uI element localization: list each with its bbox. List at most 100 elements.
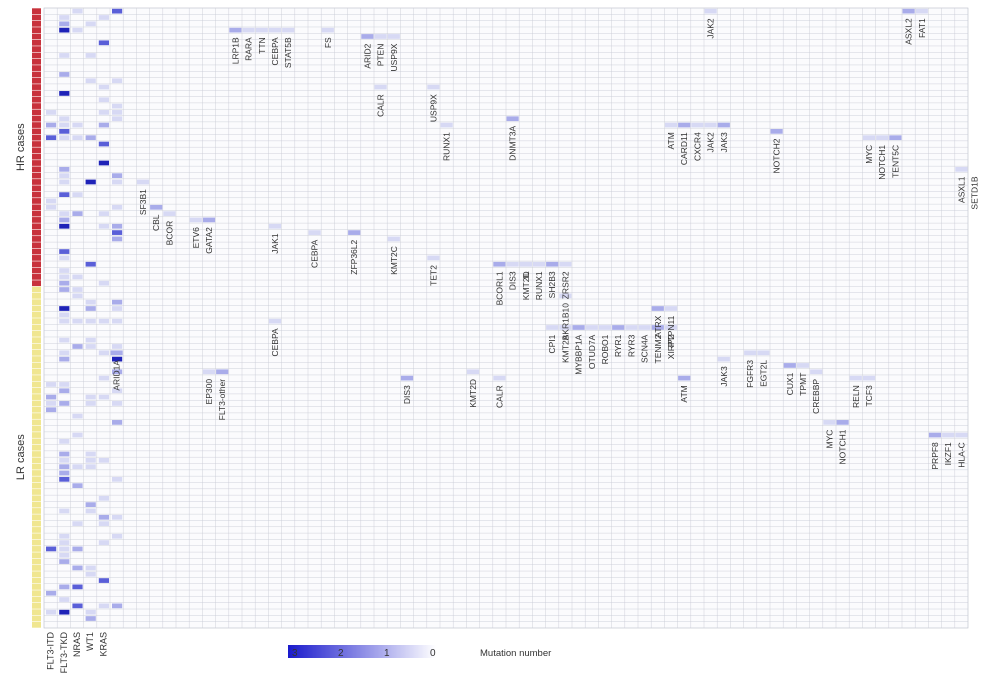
heatmap-grid [43,7,969,629]
mutation-cell [559,293,572,299]
mutation-cell [98,457,109,463]
mutation-cell [915,8,928,14]
mutation-cell [72,464,83,470]
case-row-marker [32,160,41,166]
gene-label: STAT5B [283,37,293,68]
mutation-cell [112,299,123,305]
mutation-cell [59,223,70,229]
mutation-cell [98,141,109,147]
case-row-marker [32,546,41,552]
mutation-cell [268,223,282,229]
mutation-cell [112,603,123,609]
case-row-marker [32,375,41,381]
case-row-marker [32,223,41,230]
case-row-marker [32,122,41,128]
gene-label: NOTCH2 [772,138,782,173]
case-row-marker [32,489,41,495]
mutation-cell [572,325,585,330]
legend: 3 2 1 0 Mutation number [288,645,551,659]
mutation-cell [862,375,876,381]
gene-label: ATRX [653,315,663,337]
case-row-marker [32,280,41,287]
mutation-cell [46,609,57,615]
case-row-marker [32,438,41,445]
gene-label: TTN [257,37,267,54]
case-row-marker [32,590,41,597]
mutation-cell [98,521,109,526]
mutation-cell [112,318,123,324]
mutation-cell [85,53,96,58]
mutation-cell [717,356,730,362]
gene-label: TENM2 [653,334,663,363]
case-row-marker [32,571,41,578]
mutation-cell [704,122,717,128]
mutation-cell [112,78,123,84]
case-row-marker [32,451,41,457]
case-row-marker [32,255,41,261]
case-row-marker [32,324,41,331]
mutation-cell [59,116,70,122]
mutation-cell [150,204,163,210]
gene-label: CBL [151,214,161,231]
mutation-cell [72,211,83,216]
gene-label: NOTCH1 [877,145,887,180]
case-row-marker [32,141,41,147]
mutation-cell [59,306,70,311]
x-tick-label: NRAS [72,632,82,657]
case-row-marker [32,514,41,521]
gene-label: USP9X [389,43,399,71]
mutation-cell [136,179,150,185]
mutation-cell [98,122,109,128]
mutation-cell [85,179,96,185]
case-row-marker [32,343,41,350]
mutation-cell [612,325,625,330]
gene-label: SCN4A [640,334,650,363]
mutation-cell [72,8,83,14]
mutation-cell [59,192,70,197]
mutation-cell [110,350,123,356]
case-row-marker [32,166,41,173]
mutation-cell [506,116,519,122]
gene-label: ATM [679,385,689,402]
mutation-cell [59,72,70,77]
mutation-cell [98,160,109,166]
mutation-cell [72,287,83,292]
mutation-cell [242,27,255,33]
gene-label: JAK2 [706,132,716,153]
case-row-marker [32,27,41,34]
mutation-cell [85,318,96,324]
mutation-cell [255,27,268,33]
mutation-cell [85,337,96,343]
gene-label: CUX1 [785,372,795,395]
case-row-marker [32,425,41,432]
gene-label: ARID1A [112,360,122,391]
mutation-cell [98,318,109,324]
mutation-cell [112,110,123,115]
case-row-marker [32,109,41,116]
legend-value: 3 [292,648,298,659]
gene-label: BCORL1 [494,271,504,305]
gene-label: ETV6 [191,227,201,249]
case-row-marker [32,305,41,312]
case-row-marker [32,527,41,533]
mutation-cell [770,129,783,134]
case-row-marker [32,14,41,21]
mutation-cell [400,375,414,381]
mutation-cell [59,312,70,318]
case-row-marker [32,58,41,65]
mutation-cell [59,122,70,128]
mutation-cell [85,609,96,615]
mutation-cell [532,261,546,267]
legend-values: 3 2 1 0 [292,648,436,659]
mutation-cell [651,306,664,311]
mutation-cell [955,432,968,438]
mutation-cell [46,135,57,141]
mutation-cell [85,344,96,349]
mutation-cell [59,15,70,20]
gene-label: KMT2C [389,246,399,275]
gene-label: CEBPA [270,37,280,66]
case-row-marker [32,432,41,438]
mutation-cell [942,432,955,438]
case-row-marker [32,84,41,90]
mutation-cell [823,420,836,425]
